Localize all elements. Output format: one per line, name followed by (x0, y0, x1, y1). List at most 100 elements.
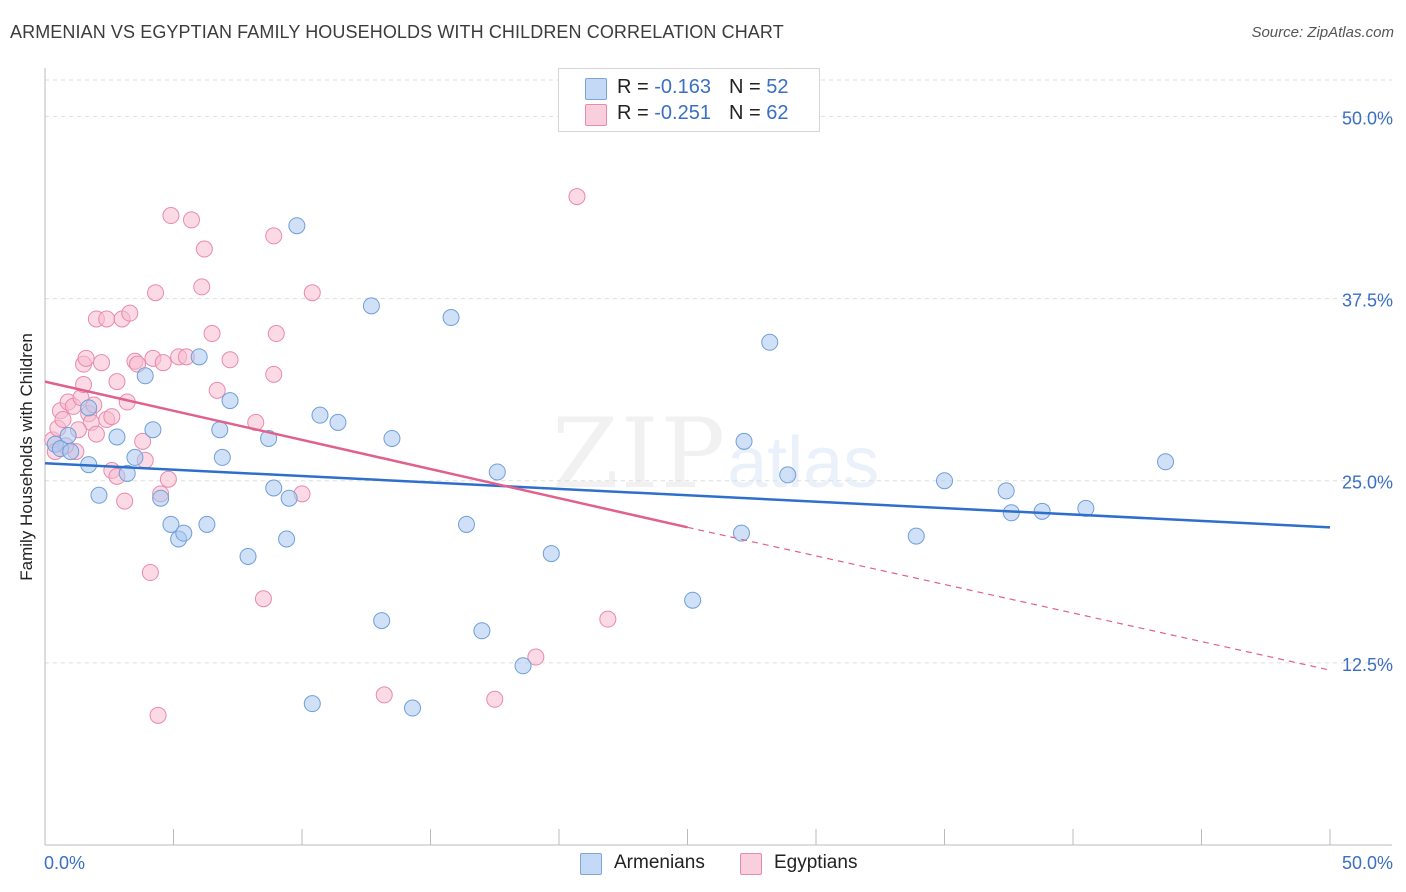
egyptians-point-28 (129, 355, 147, 373)
tick-labels: 12.5% 25.0% 37.5% 50.0% 0.0% 50.0% (44, 108, 1393, 873)
egyptians-point-54 (375, 686, 393, 704)
armenians-legend-swatch (580, 853, 602, 875)
egyptians-swatch (585, 104, 607, 126)
egyptians-point-48 (254, 590, 272, 608)
armenians-point-3 (80, 399, 98, 417)
egyptians-point-36 (154, 354, 172, 372)
armenians-point-16 (198, 515, 216, 533)
watermark-zip: ZIP (552, 398, 728, 510)
egyptians-legend-swatch (740, 853, 762, 875)
armenians-point-30 (373, 612, 391, 630)
armenians-point-5 (90, 486, 108, 504)
armenians-point-19 (221, 392, 239, 410)
egyptians-point-46 (221, 351, 239, 369)
armenians-point-33 (442, 309, 460, 327)
egyptians-n-label: N = (728, 102, 767, 124)
armenians-trend-line (44, 461, 1331, 529)
egyptians-point-29 (134, 432, 152, 450)
armenians-n-label: N = (728, 76, 767, 98)
egyptians-point-31 (141, 564, 159, 582)
armenians-point-11 (152, 489, 170, 507)
armenians-r-label: R = (617, 76, 655, 98)
egyptians-point-49 (265, 227, 283, 245)
armenians-r-value: -0.163 (654, 76, 711, 98)
armenians-point-12 (162, 515, 180, 533)
armenians-point-26 (303, 695, 321, 713)
armenians-point-18 (213, 448, 231, 466)
egyptians-point-58 (599, 610, 617, 628)
armenians-point-24 (280, 489, 298, 507)
armenians-point-10 (144, 421, 162, 439)
egyptians-point-50 (265, 365, 283, 383)
armenians-swatch (585, 78, 607, 100)
armenians-point-42 (761, 333, 779, 351)
armenians-points (46, 217, 1175, 717)
y-tick-label-3: 50.0% (1342, 108, 1393, 128)
armenians-point-35 (473, 622, 491, 640)
egyptians-legend-label: Egyptians (774, 852, 858, 873)
egyptians-point-42 (193, 278, 211, 296)
egyptians-point-19 (103, 408, 121, 426)
armenians-point-22 (265, 479, 283, 497)
armenians-point-36 (488, 463, 506, 481)
watermark: ZIPatlas (552, 398, 879, 510)
gridlines (45, 79, 1392, 664)
egyptians-points (44, 188, 617, 724)
egyptians-point-22 (108, 373, 126, 391)
armenians-point-7 (118, 464, 136, 482)
y-axis-label: Family Households with Children (17, 333, 36, 581)
armenians-point-48 (1033, 502, 1051, 520)
correlation-legend: R = -0.163 N = 52 R = -0.251 N = 62 (558, 68, 820, 132)
egyptians-point-51 (267, 325, 285, 343)
armenians-point-2 (59, 427, 77, 445)
egyptians-point-55 (486, 690, 504, 708)
egyptians-n-value: 62 (766, 102, 789, 124)
armenians-point-29 (362, 297, 380, 315)
armenians-point-8 (126, 448, 144, 466)
armenians-point-39 (684, 591, 702, 609)
armenians-point-6 (108, 428, 126, 446)
x-tick-label-1: 50.0% (1342, 853, 1393, 873)
egyptians-trend-extension (687, 526, 1331, 671)
y-tick-label-1: 25.0% (1342, 473, 1393, 493)
armenians-point-37 (514, 657, 532, 675)
watermark-atlas: atlas (727, 423, 880, 503)
armenians-point-14 (175, 524, 193, 542)
source-credit: Source: ZipAtlas.com (1251, 24, 1394, 41)
armenians-point-51 (62, 443, 80, 461)
armenians-point-27 (311, 406, 329, 424)
armenians-point-28 (329, 413, 347, 431)
armenians-legend-label: Armenians (614, 852, 705, 873)
armenians-point-20 (239, 547, 257, 565)
egyptians-point-41 (182, 211, 200, 229)
x-tick-label-0: 0.0% (44, 853, 85, 873)
armenians-point-43 (779, 466, 797, 484)
egyptians-point-44 (203, 325, 221, 343)
egyptians-point-18 (98, 310, 116, 328)
egyptians-point-43 (195, 240, 213, 258)
egyptians-point-45 (208, 381, 226, 399)
egyptians-point-53 (303, 284, 321, 302)
egyptians-point-33 (147, 284, 165, 302)
egyptians-point-38 (162, 207, 180, 225)
axes (44, 68, 1392, 846)
egyptians-point-37 (159, 470, 177, 488)
egyptians-point-15 (87, 425, 105, 443)
armenians-point-34 (457, 515, 475, 533)
armenians-point-46 (997, 482, 1015, 500)
y-tick-label-2: 37.5% (1342, 291, 1393, 311)
trend-lines (44, 380, 1331, 671)
egyptians-r-value: -0.251 (654, 102, 711, 124)
armenians-point-38 (542, 545, 560, 563)
egyptians-trend-line (44, 380, 688, 529)
armenians-point-45 (936, 472, 953, 490)
armenians-point-17 (211, 421, 229, 439)
egyptians-point-59 (77, 349, 95, 367)
armenians-point-9 (136, 367, 154, 385)
armenians-point-25 (288, 217, 306, 235)
egyptians-point-24 (116, 492, 134, 510)
armenians-n-value: 52 (766, 76, 789, 98)
armenians-point-15 (190, 348, 208, 366)
egyptians-point-57 (568, 188, 586, 206)
